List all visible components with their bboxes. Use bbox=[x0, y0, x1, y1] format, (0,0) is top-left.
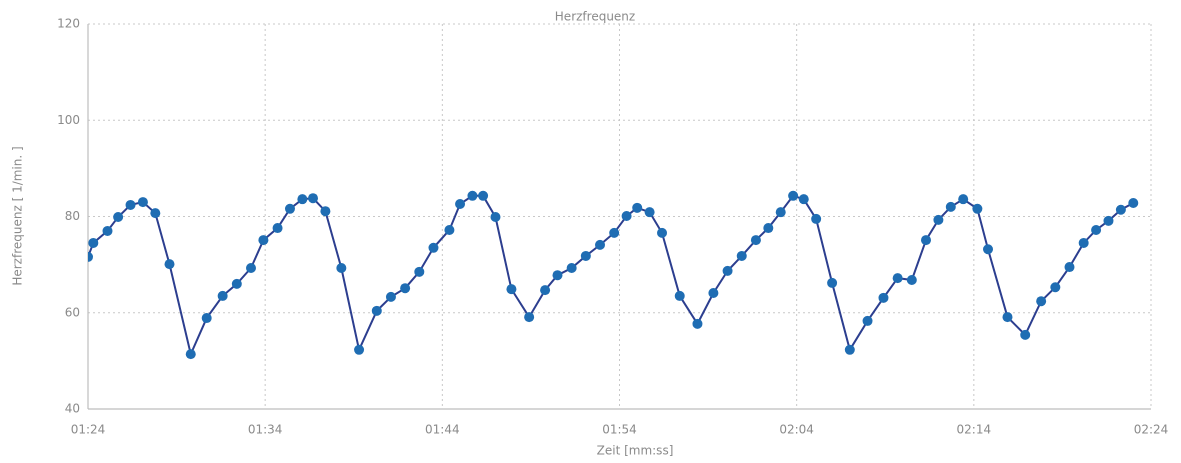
data-point bbox=[1050, 282, 1061, 293]
x-tick-label: 02:14 bbox=[957, 423, 992, 437]
data-point bbox=[958, 194, 969, 205]
data-point bbox=[428, 242, 439, 253]
y-axis-label: Herzfrequenz [ 1/min. ] bbox=[11, 146, 25, 285]
data-point bbox=[385, 291, 396, 302]
data-point bbox=[632, 202, 643, 213]
data-point bbox=[708, 288, 719, 299]
data-point bbox=[1115, 204, 1126, 215]
data-point bbox=[113, 211, 124, 222]
data-point bbox=[788, 190, 799, 201]
data-point bbox=[245, 262, 256, 273]
y-tick-label: 80 bbox=[65, 209, 80, 223]
data-point bbox=[1091, 224, 1102, 235]
x-tick-label: 01:34 bbox=[248, 423, 283, 437]
data-point bbox=[844, 344, 855, 355]
data-point bbox=[862, 315, 873, 326]
data-point bbox=[878, 292, 889, 303]
data-point bbox=[102, 225, 113, 236]
data-point bbox=[308, 193, 319, 204]
data-point bbox=[137, 197, 148, 208]
x-axis-label: Zeit [mm:ss] bbox=[597, 444, 674, 458]
data-point bbox=[983, 244, 994, 255]
data-point bbox=[722, 265, 733, 276]
data-point bbox=[1103, 215, 1114, 226]
data-point bbox=[972, 203, 983, 214]
data-point bbox=[336, 262, 347, 273]
data-point bbox=[524, 312, 535, 323]
x-tick-label: 01:44 bbox=[425, 423, 460, 437]
data-point bbox=[1036, 296, 1047, 307]
data-point bbox=[478, 190, 489, 201]
x-tick-label: 02:24 bbox=[1134, 423, 1169, 437]
data-point bbox=[798, 194, 809, 205]
data-point bbox=[297, 194, 308, 205]
data-point bbox=[945, 201, 956, 212]
data-point bbox=[1020, 329, 1031, 340]
data-point bbox=[371, 305, 382, 316]
data-point bbox=[906, 275, 917, 286]
data-point bbox=[490, 211, 501, 222]
data-point bbox=[272, 223, 283, 234]
data-point bbox=[467, 190, 478, 201]
data-point bbox=[284, 203, 295, 214]
data-point bbox=[827, 277, 838, 288]
grid bbox=[87, 23, 1152, 410]
data-point bbox=[354, 344, 365, 355]
data-point bbox=[540, 285, 551, 296]
data-point bbox=[217, 290, 228, 301]
data-point bbox=[692, 318, 703, 329]
chart-title: Herzfrequenz bbox=[555, 10, 635, 24]
x-tick-label: 01:54 bbox=[602, 423, 637, 437]
data-point bbox=[88, 251, 93, 262]
y-tick-label: 120 bbox=[57, 17, 80, 31]
data-point bbox=[674, 290, 685, 301]
data-point bbox=[125, 199, 136, 210]
data-point bbox=[1002, 312, 1013, 323]
data-point bbox=[609, 227, 620, 238]
data-point bbox=[258, 235, 269, 246]
data-point bbox=[750, 235, 761, 246]
data-point bbox=[164, 259, 175, 270]
data-point bbox=[933, 214, 944, 225]
data-point bbox=[621, 211, 632, 222]
x-tick-label: 01:24 bbox=[71, 423, 106, 437]
data-point bbox=[231, 278, 242, 289]
data-point bbox=[506, 284, 517, 295]
data-point bbox=[185, 349, 196, 360]
data-point bbox=[920, 235, 931, 246]
data-point bbox=[892, 273, 903, 284]
data-point bbox=[201, 313, 212, 324]
data-point bbox=[1128, 198, 1139, 209]
series-line bbox=[88, 194, 1134, 358]
y-tick-label: 100 bbox=[57, 113, 80, 127]
data-point bbox=[595, 239, 606, 250]
data-point bbox=[763, 223, 774, 234]
plot-area bbox=[88, 190, 1139, 360]
data-point bbox=[1078, 237, 1089, 248]
data-point bbox=[414, 266, 425, 277]
data-point bbox=[455, 198, 466, 209]
data-point bbox=[320, 206, 331, 217]
data-point bbox=[1064, 262, 1075, 273]
data-point bbox=[644, 207, 655, 218]
y-tick-label: 40 bbox=[65, 402, 80, 416]
data-point bbox=[580, 250, 591, 261]
data-point bbox=[566, 262, 577, 273]
data-point bbox=[552, 270, 563, 281]
y-tick-label: 60 bbox=[65, 305, 80, 319]
data-point bbox=[811, 213, 822, 224]
x-tick-label: 02:04 bbox=[779, 423, 814, 437]
data-point bbox=[150, 208, 161, 219]
data-point bbox=[444, 224, 455, 235]
data-point bbox=[88, 237, 99, 248]
data-point bbox=[400, 283, 411, 294]
data-point bbox=[657, 227, 668, 238]
data-point bbox=[736, 250, 747, 261]
data-point bbox=[775, 207, 786, 218]
